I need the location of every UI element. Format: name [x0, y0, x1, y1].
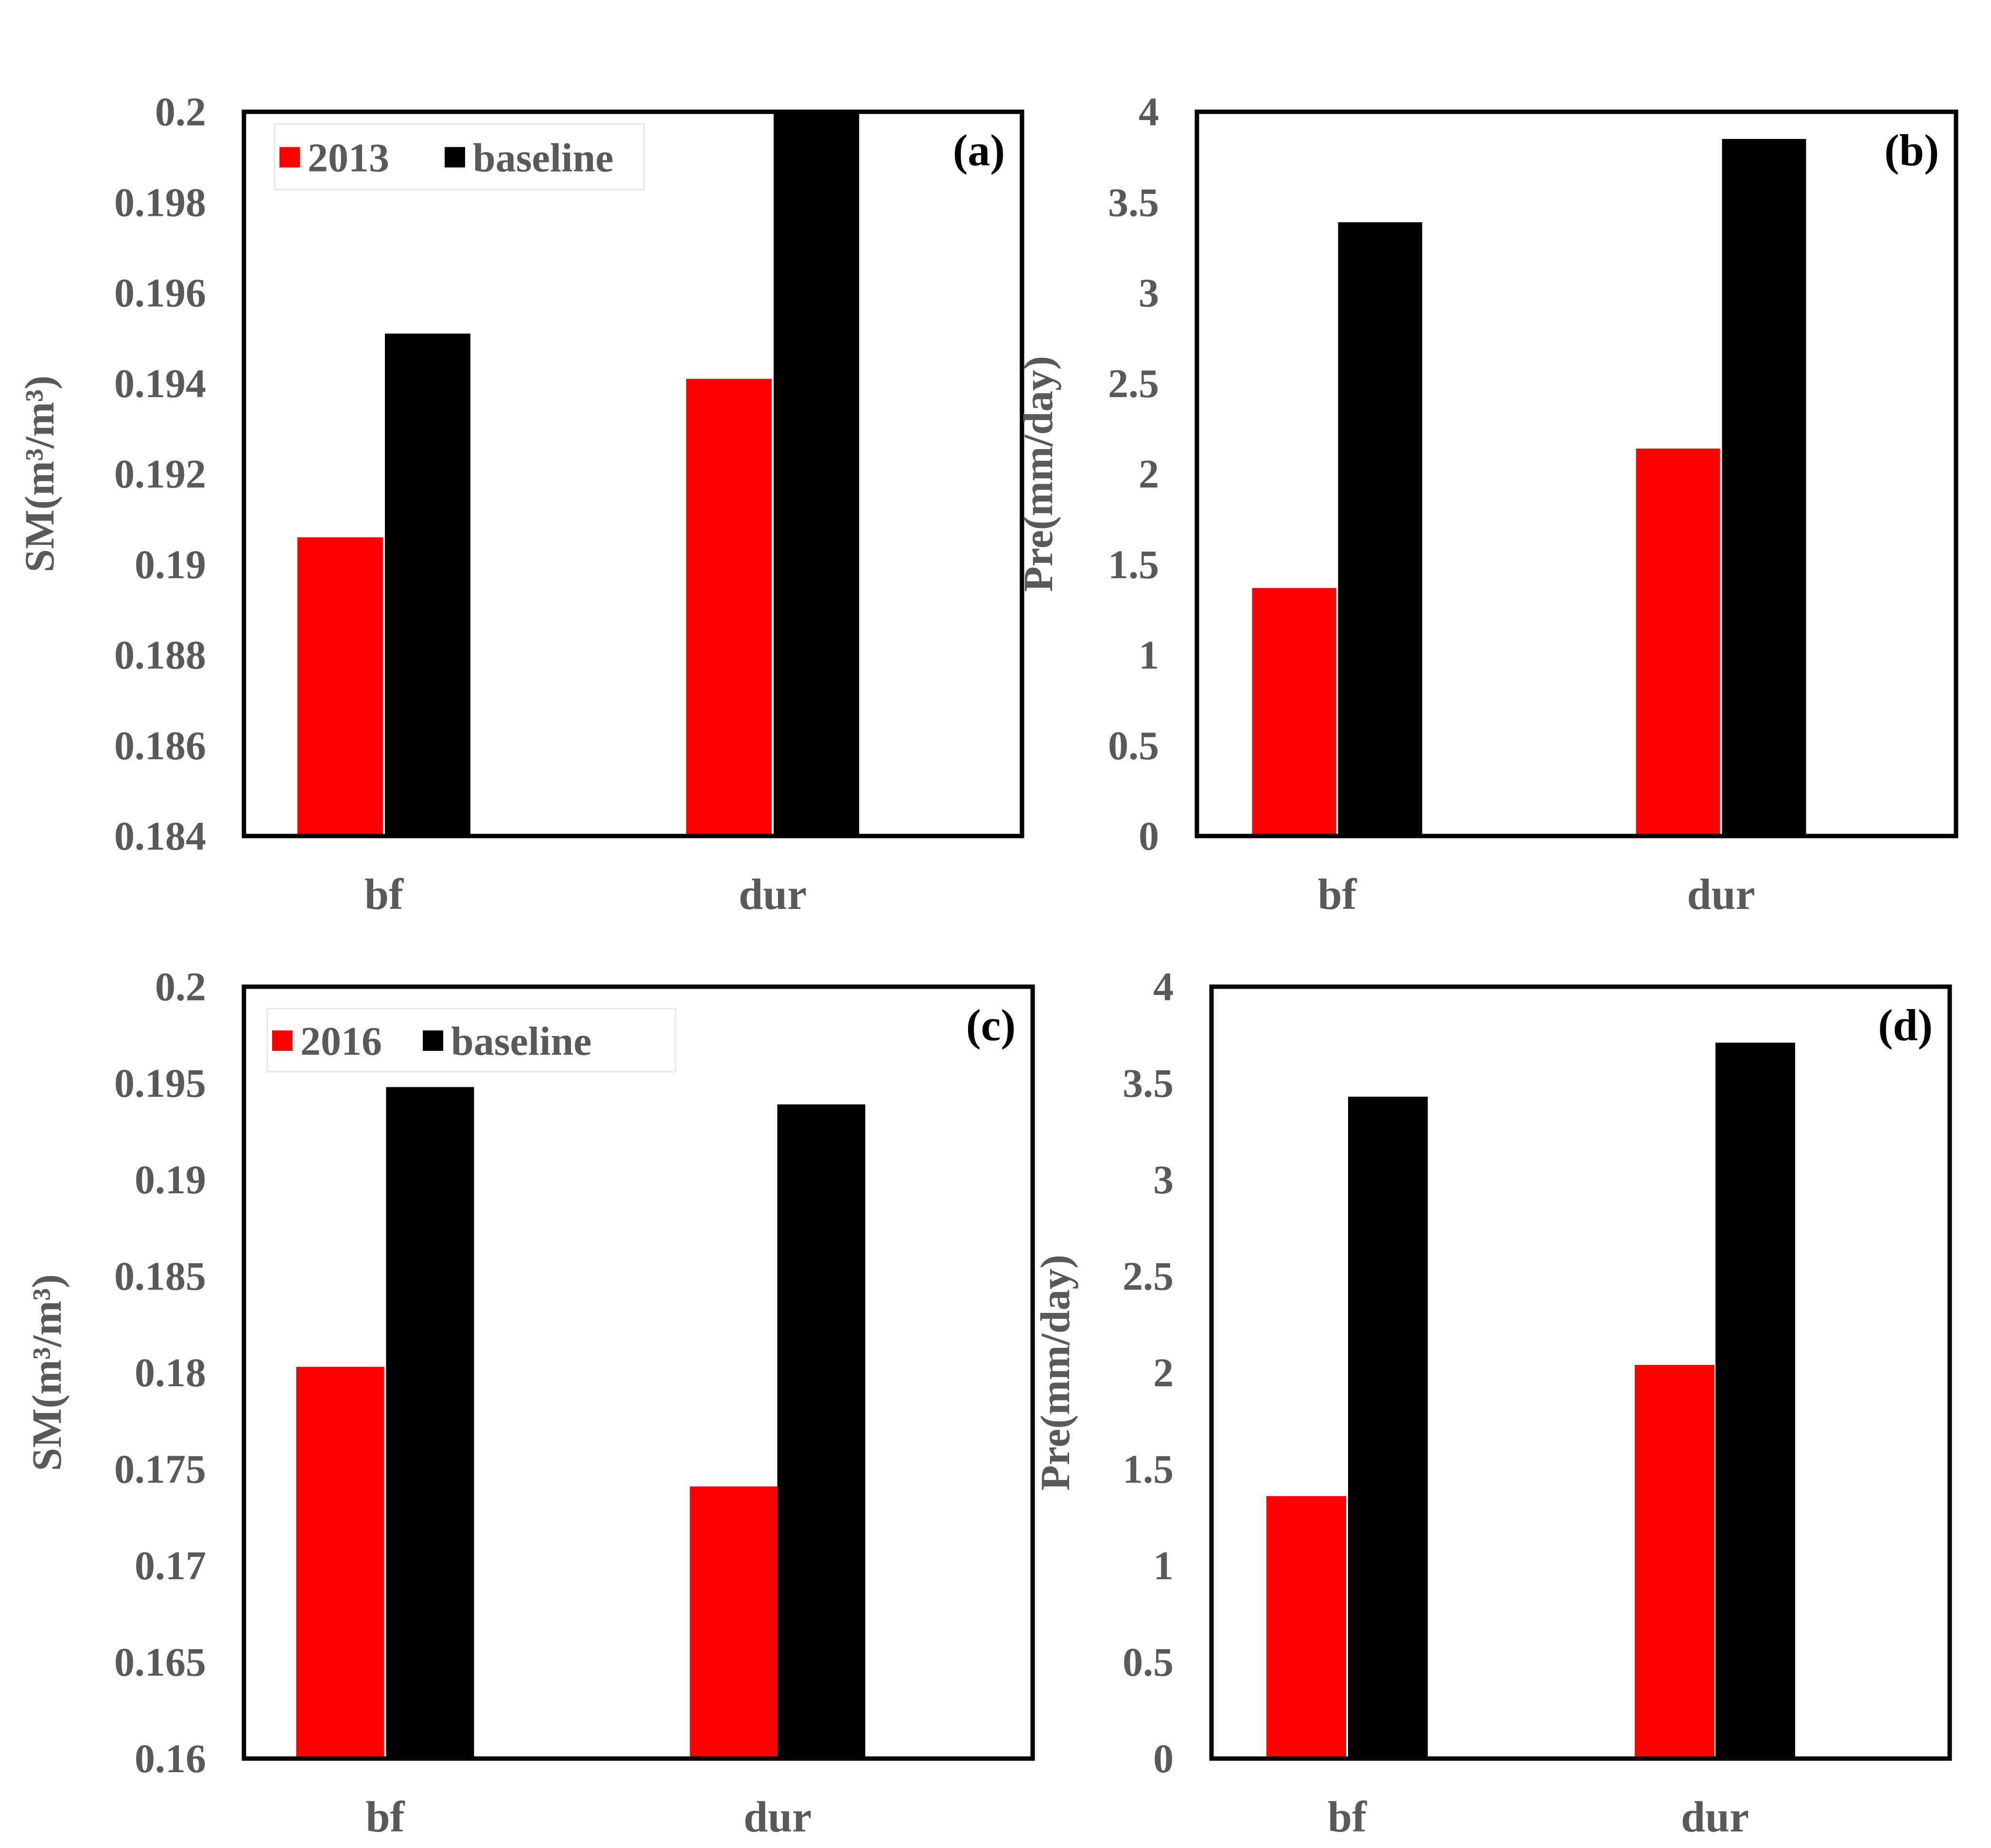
x-category-label: dur [739, 871, 807, 919]
y-tick-label: 0.5 [1123, 1640, 1174, 1685]
y-tick-label: 2 [1153, 1350, 1174, 1395]
y-tick-label: 0.165 [114, 1640, 206, 1685]
legend-swatch-2016 [272, 1030, 293, 1051]
y-tick-label: 0.196 [114, 271, 206, 316]
y-tick-label: 2 [1139, 452, 1159, 497]
y-tick-label: 1 [1153, 1543, 1174, 1588]
y-tick-label: 1.5 [1123, 1447, 1174, 1492]
y-axis-label: SM(m³/m³) [23, 1274, 70, 1471]
plot-frame [1209, 984, 1952, 1761]
y-axis-label: Pre(mm/day) [1015, 356, 1061, 592]
bar-2013-dur [1636, 448, 1720, 836]
x-category-label: bf [365, 1793, 405, 1841]
legend-label-baseline: baseline [473, 136, 613, 181]
bar-baseline-dur [777, 1104, 866, 1759]
legend-box [274, 123, 645, 191]
y-tick-label: 0.194 [114, 361, 206, 406]
bar-2016-bf [1266, 1496, 1346, 1759]
chart-panel-d: 0 0.5 1 1.5 2 2.5 3 3.5 4 bf dur Pre(mm/day) (d) [1032, 964, 1952, 1841]
bar-baseline-bf [386, 1087, 474, 1759]
y-tick-label: 3.5 [1123, 1061, 1174, 1106]
y-tick-label: 3 [1139, 271, 1159, 316]
legend-label-baseline: baseline [451, 1019, 591, 1064]
y-tick-label: 0.19 [135, 542, 206, 587]
y-tick-label: 0.198 [114, 180, 206, 225]
x-category-label: bf [1328, 1793, 1367, 1841]
y-tick-label: 0.192 [114, 452, 206, 497]
y-tick-label: 0.195 [114, 1061, 206, 1106]
plot-frame [242, 109, 1024, 838]
y-tick-label: 0.17 [135, 1543, 206, 1588]
y-tick-label: 0.16 [135, 1736, 206, 1781]
bar-2013-bf [297, 537, 383, 836]
bar-2016-dur [690, 1486, 778, 1759]
y-tick-label: 0.2 [155, 964, 206, 1010]
y-tick-label: 0.188 [114, 633, 206, 678]
bar-baseline-dur [1722, 139, 1806, 836]
legend-swatch-2013 [279, 147, 300, 168]
legend-swatch-baseline [445, 147, 465, 168]
bar-baseline-dur [774, 112, 859, 836]
bar-baseline-bf [1338, 222, 1422, 837]
legend-box [266, 1008, 676, 1073]
panel-label: (d) [1878, 1000, 1933, 1050]
y-tick-label: 3.5 [1108, 180, 1159, 225]
y-tick-label: 0.5 [1108, 723, 1159, 768]
y-tick-label: 0.2 [155, 89, 206, 135]
y-tick-label: 0 [1139, 814, 1159, 859]
y-axis-label: SM(m³/m³) [16, 375, 63, 572]
y-tick-label: 0.175 [114, 1447, 206, 1492]
x-category-label: dur [1681, 1793, 1749, 1841]
bar-2016-dur [1635, 1365, 1714, 1759]
y-tick-label: 0.186 [114, 723, 206, 768]
bar-2013-dur [686, 379, 772, 836]
x-category-label: dur [1687, 871, 1755, 919]
x-category-label: bf [364, 871, 404, 919]
y-tick-label: 4 [1153, 964, 1174, 1010]
y-tick-label: 1 [1139, 633, 1159, 678]
chart-panel-c: 0.16 0.165 0.17 0.175 0.18 0.185 0.19 0.195 0.2 b… [23, 964, 1035, 1841]
legend-label-2013: 2013 [308, 136, 389, 181]
y-tick-label: 3 [1153, 1157, 1174, 1203]
panel-label: (a) [953, 125, 1005, 175]
y-tick-label: 0.18 [135, 1350, 206, 1395]
chart-panel-b: 0 0.5 1 1.5 2 2.5 3 3.5 4 bf dur Pre(mm/day) (b) [1015, 89, 1958, 919]
plot-frame [242, 984, 1035, 1761]
legend-label-2016: 2016 [300, 1019, 382, 1064]
y-tick-label: 0 [1153, 1736, 1174, 1781]
y-axis-label: Pre(mm/day) [1032, 1255, 1078, 1491]
legend-swatch-baseline [423, 1030, 443, 1051]
y-tick-label: 1.5 [1108, 542, 1159, 587]
y-tick-label: 0.19 [135, 1157, 206, 1203]
y-tick-label: 2.5 [1108, 361, 1159, 406]
chart-panel-a: 0.184 0.186 0.188 0.19 0.192 0.194 0.196 0.198 0… [16, 89, 1024, 919]
y-tick-label: 0.185 [114, 1254, 206, 1299]
bar-2013-bf [1252, 588, 1336, 836]
y-tick-label: 4 [1139, 89, 1159, 135]
bar-baseline-dur [1715, 1043, 1795, 1759]
x-category-label: dur [744, 1793, 812, 1841]
y-tick-label: 2.5 [1123, 1254, 1174, 1299]
panel-label: (c) [966, 1000, 1016, 1050]
plot-frame [1195, 109, 1958, 838]
x-category-label: bf [1317, 871, 1357, 919]
panel-label: (b) [1885, 125, 1939, 175]
bar-baseline-bf [1348, 1097, 1428, 1759]
bar-baseline-bf [385, 333, 470, 836]
y-tick-label: 0.184 [114, 814, 206, 859]
bar-2016-bf [296, 1367, 384, 1759]
